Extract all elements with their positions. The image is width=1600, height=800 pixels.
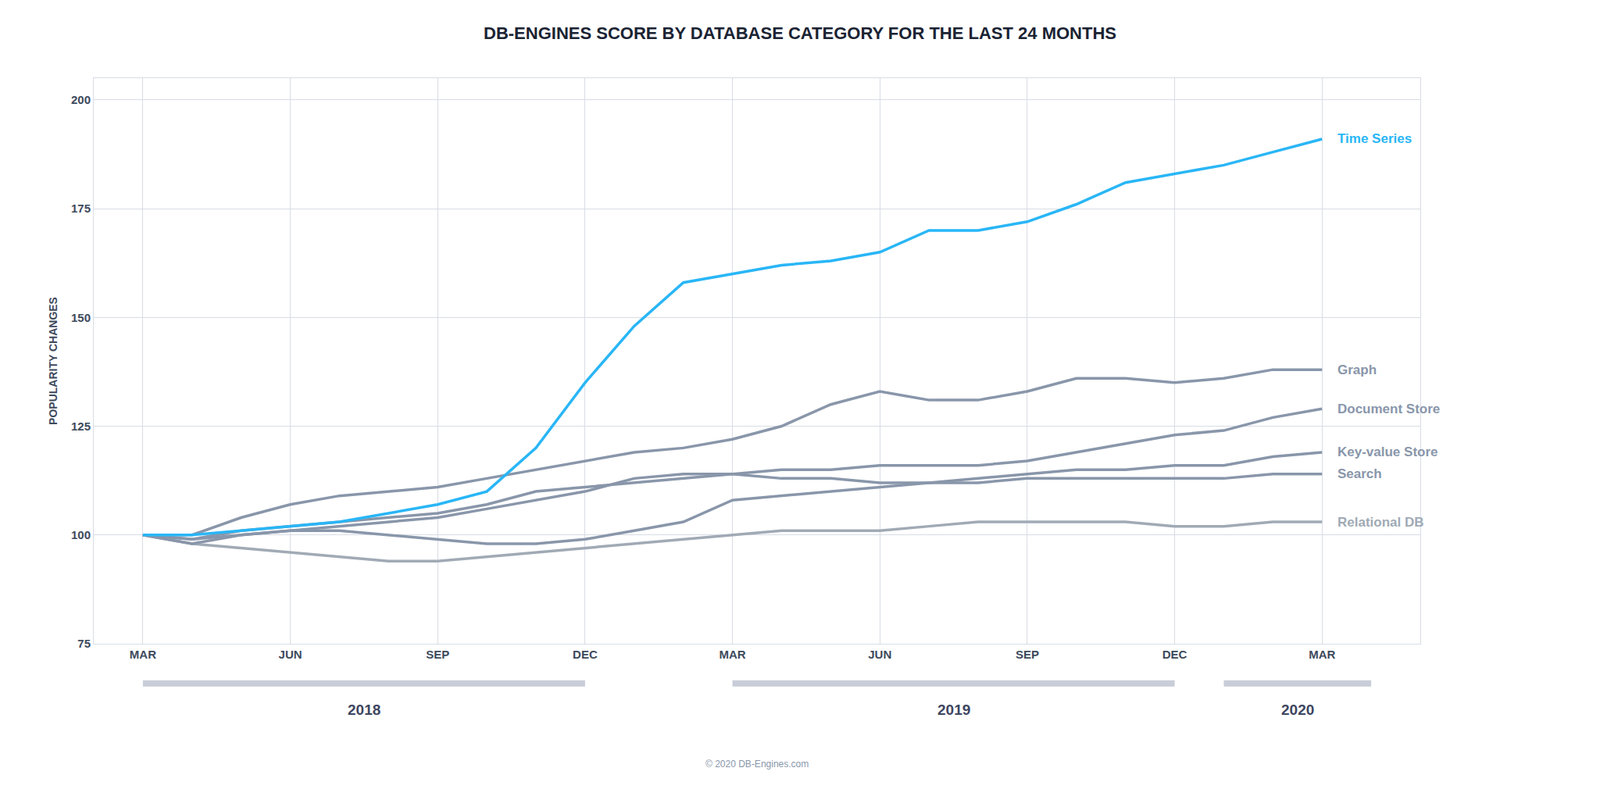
svg-text:2018: 2018 bbox=[347, 701, 381, 718]
svg-text:2019: 2019 bbox=[937, 701, 971, 718]
svg-text:Key-value Store: Key-value Store bbox=[1337, 444, 1439, 460]
svg-text:2020: 2020 bbox=[1281, 701, 1315, 718]
svg-text:200: 200 bbox=[71, 92, 91, 107]
svg-text:© 2020 DB-Engines.com: © 2020 DB-Engines.com bbox=[705, 758, 809, 770]
svg-text:MAR: MAR bbox=[129, 647, 157, 661]
svg-text:175: 175 bbox=[71, 201, 91, 215]
svg-text:DEC: DEC bbox=[572, 647, 598, 661]
svg-text:MAR: MAR bbox=[1308, 647, 1336, 661]
svg-text:SEP: SEP bbox=[425, 647, 450, 661]
svg-text:POPULARITY CHANGES: POPULARITY CHANGES bbox=[46, 296, 60, 425]
svg-text:MAR: MAR bbox=[718, 647, 746, 661]
svg-text:125: 125 bbox=[71, 419, 91, 433]
svg-text:Relational DB: Relational DB bbox=[1337, 514, 1425, 530]
svg-text:Search: Search bbox=[1337, 466, 1383, 482]
svg-text:150: 150 bbox=[71, 310, 91, 325]
svg-text:DB-ENGINES SCORE BY DATABASE C: DB-ENGINES SCORE BY DATABASE CATEGORY FO… bbox=[483, 23, 1117, 43]
svg-text:Graph: Graph bbox=[1337, 362, 1377, 378]
svg-text:JUN: JUN bbox=[278, 647, 303, 661]
svg-text:75: 75 bbox=[77, 636, 91, 650]
svg-text:Document Store: Document Store bbox=[1337, 401, 1440, 417]
svg-text:SEP: SEP bbox=[1015, 647, 1040, 661]
svg-text:DEC: DEC bbox=[1162, 647, 1188, 661]
svg-text:Time Series: Time Series bbox=[1337, 131, 1412, 147]
svg-text:JUN: JUN bbox=[867, 647, 892, 661]
svg-text:100: 100 bbox=[71, 528, 91, 542]
